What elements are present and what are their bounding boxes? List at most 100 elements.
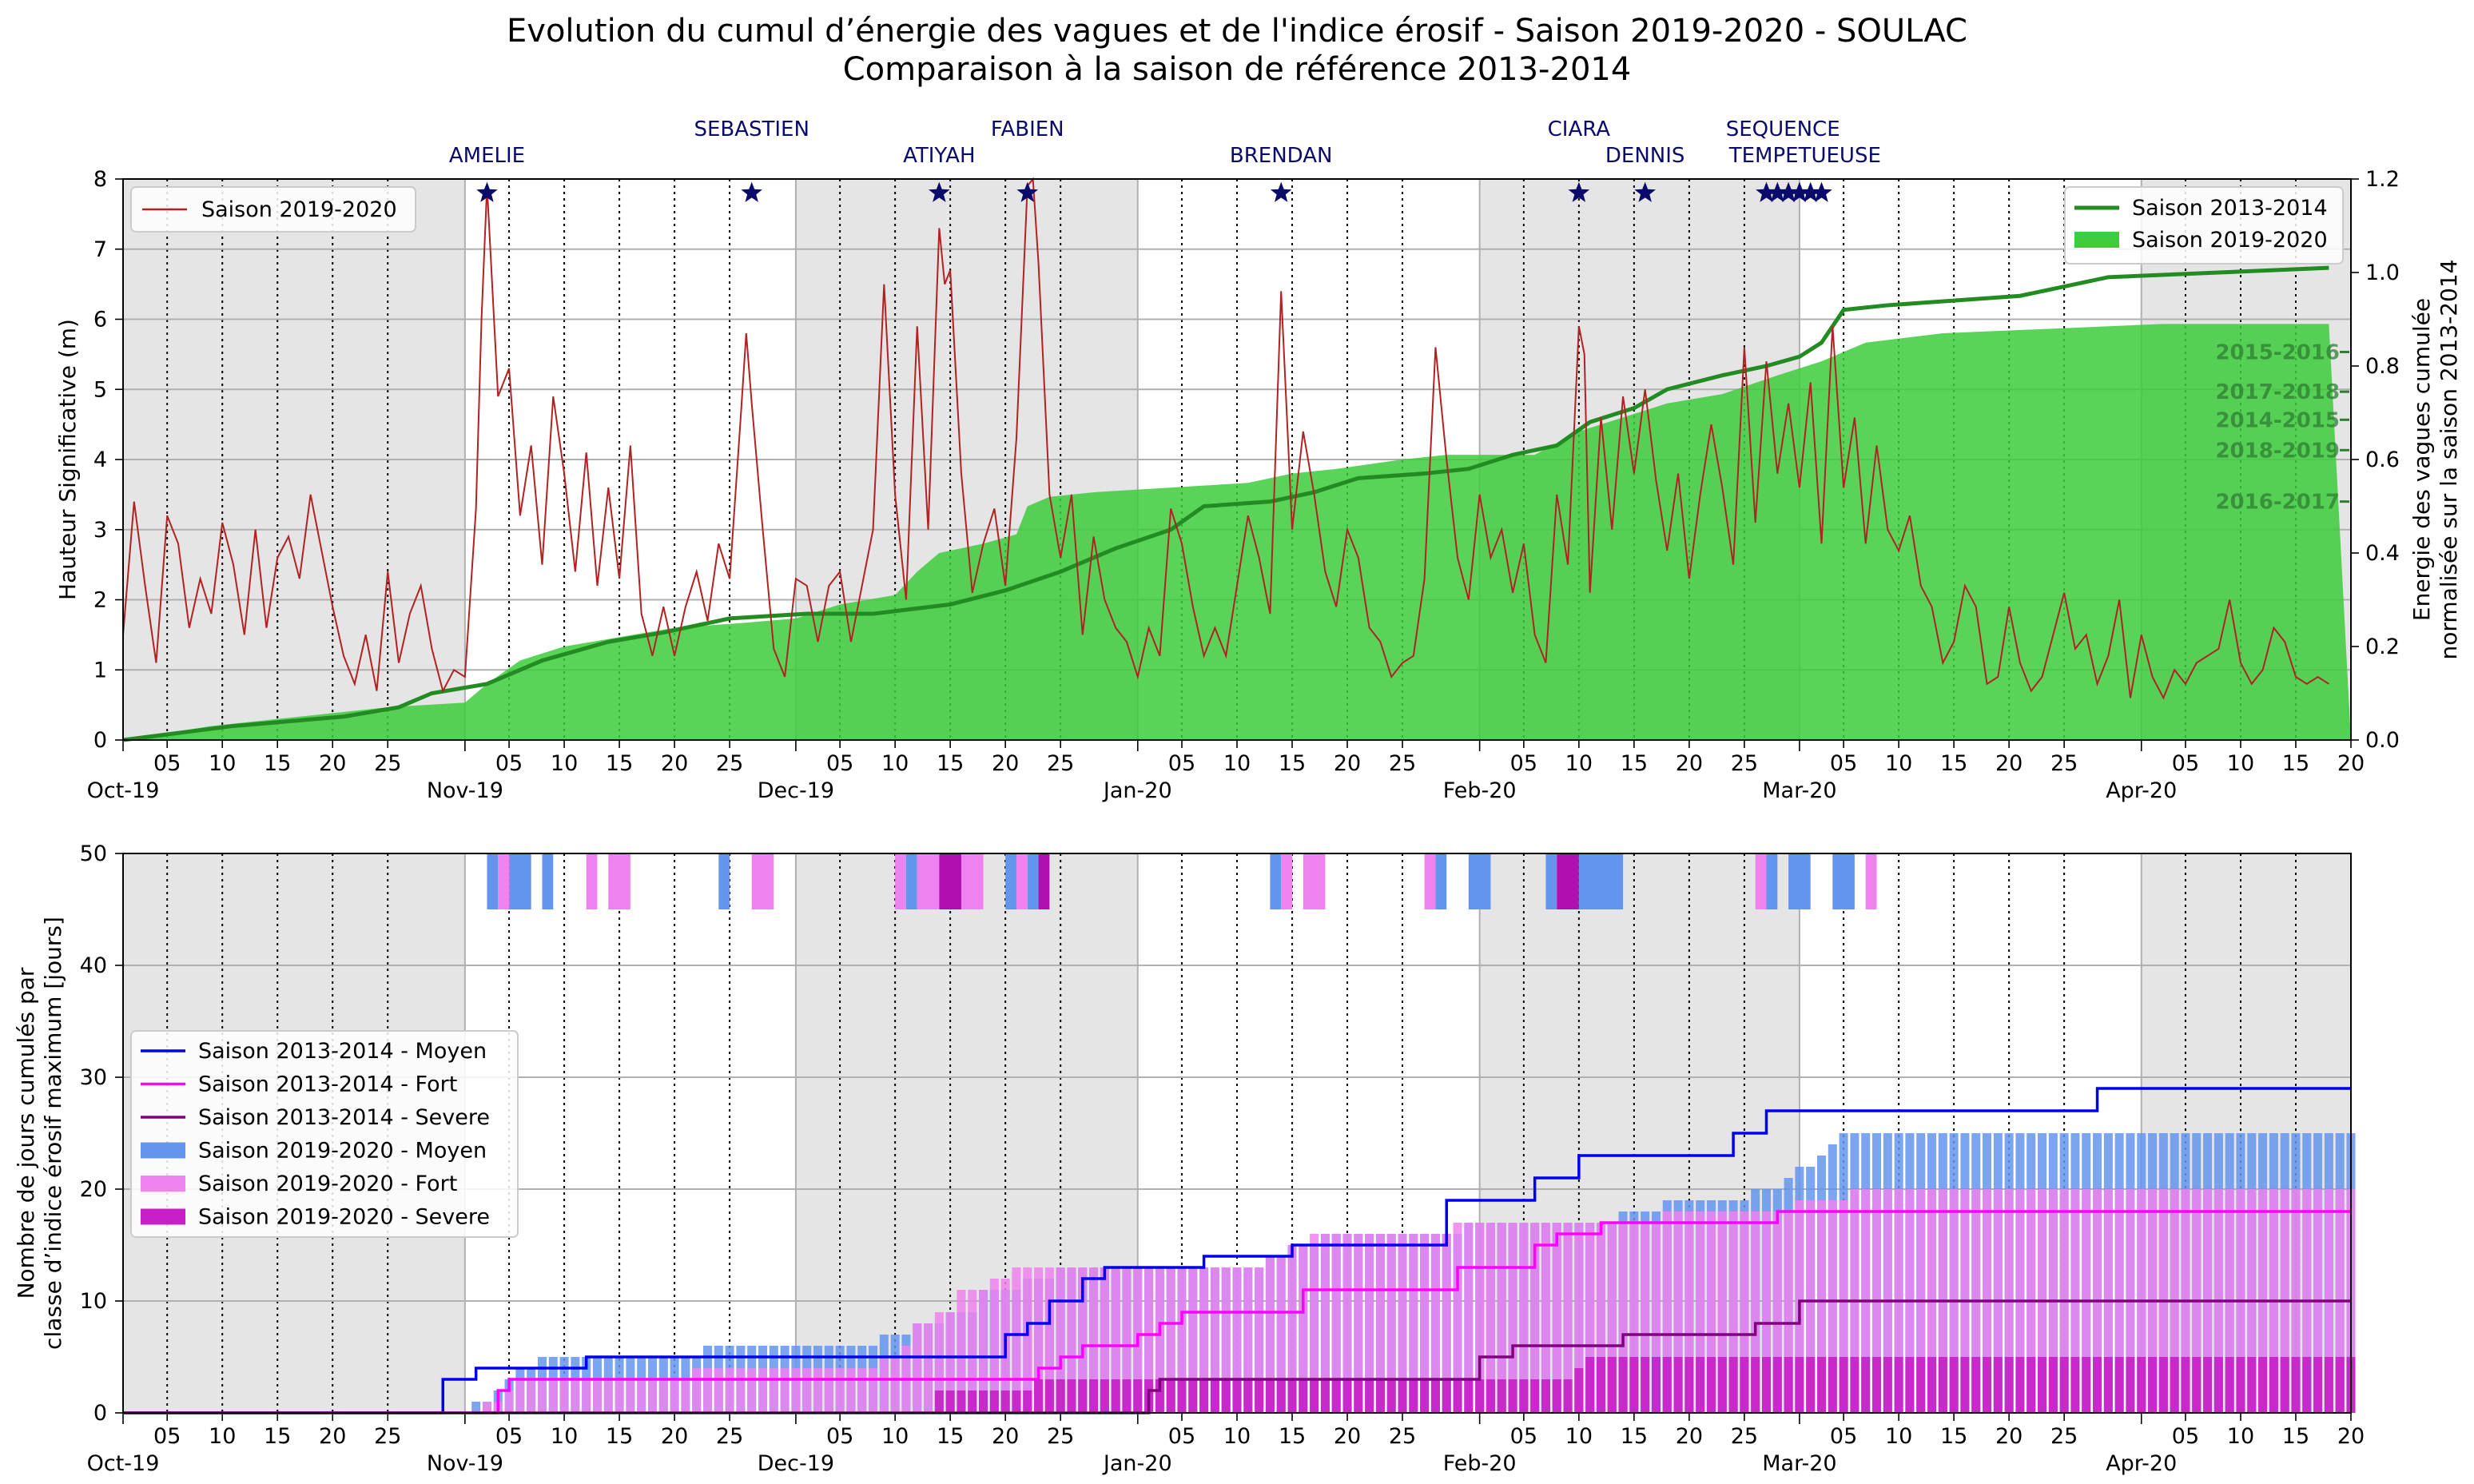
top-day-tick-label: 05 [495, 751, 523, 776]
bar-2019-severe [1243, 1379, 1253, 1413]
bar-2019-fort [1806, 1200, 1816, 1413]
top-month-label: Apr-20 [2106, 778, 2177, 803]
bar-2019-fort [1629, 1223, 1639, 1413]
bar-2019-severe [1497, 1379, 1506, 1413]
bar-2019-fort [1696, 1211, 1705, 1413]
bar-2019-fort [1519, 1223, 1529, 1413]
bar-2019-severe [2213, 1357, 2223, 1413]
bar-2019-severe [2126, 1357, 2135, 1413]
daily-erosive-index-block [509, 853, 531, 909]
bar-2019-severe [1916, 1357, 1926, 1413]
bar-2019-fort [1155, 1267, 1164, 1413]
bar-2019-severe [1420, 1379, 1430, 1413]
bar-2019-severe [1155, 1379, 1164, 1413]
storm-name-label: ATIYAH [903, 144, 976, 168]
storm-star [1016, 181, 1039, 202]
bar-2019-severe [2015, 1357, 2025, 1413]
bar-2019-fort [1552, 1223, 1561, 1413]
top-day-tick-label: 20 [661, 751, 688, 776]
bar-2019-severe [2269, 1357, 2278, 1413]
bar-2019-fort [1111, 1267, 1120, 1413]
bar-2019-fort [1728, 1211, 1738, 1413]
top-y2-tick-label: 0.0 [2365, 728, 2400, 753]
top-day-tick-label: 10 [1885, 751, 1912, 776]
legend-label: Saison 2013-2014 - Severe [198, 1105, 490, 1130]
top-month-label: Mar-20 [1762, 778, 1836, 803]
bar-2019-severe [1740, 1357, 1749, 1413]
reference-season-label: 2015-2016 [2215, 340, 2340, 364]
bar-2019-severe [1375, 1379, 1385, 1413]
bar-2019-severe [2313, 1357, 2323, 1413]
bar-2019-fort [1056, 1267, 1065, 1413]
bar-2019-fort [1684, 1211, 1694, 1413]
top-day-tick-label: 15 [606, 751, 633, 776]
bottom-day-tick-label: 25 [2050, 1424, 2078, 1449]
bar-2019-fort [681, 1379, 690, 1413]
storm-star [1777, 181, 1800, 202]
top-day-tick-label: 05 [2172, 751, 2199, 776]
bar-2019-fort [1012, 1267, 1021, 1413]
bar-2019-severe [1508, 1379, 1517, 1413]
bar-2019-severe [1342, 1379, 1352, 1413]
bar-2019-severe [1772, 1357, 1782, 1413]
top-day-tick-label: 25 [1389, 751, 1416, 776]
top-y-tick-label: 1 [93, 658, 107, 682]
bar-2019-severe [979, 1391, 988, 1413]
bottom-month-label: Oct-19 [87, 1451, 160, 1476]
daily-erosive-index-block [961, 853, 984, 909]
bar-2019-severe [1287, 1379, 1297, 1413]
bar-2019-fort [1078, 1267, 1088, 1413]
bar-2019-severe [2070, 1357, 2080, 1413]
bottom-y-tick-label: 40 [80, 953, 107, 978]
bar-2019-fort [714, 1368, 723, 1413]
bottom-y-tick-label: 30 [80, 1065, 107, 1090]
bar-2019-severe [1056, 1379, 1065, 1413]
bar-2019-fort [989, 1279, 999, 1413]
bar-2019-fort [1839, 1200, 1848, 1413]
bar-2019-fort [527, 1379, 536, 1413]
top-day-tick-label: 20 [1676, 751, 1703, 776]
bar-2019-fort [1310, 1234, 1319, 1413]
bar-2019-fort [1199, 1267, 1209, 1413]
bar-2019-severe [1177, 1379, 1187, 1413]
bar-2019-fort [1034, 1267, 1044, 1413]
reference-season-label: 2014-2015 [2215, 408, 2340, 432]
daily-erosive-index-block [905, 853, 917, 909]
bar-2019-severe [1000, 1391, 1010, 1413]
top-month-label: Nov-19 [427, 778, 503, 803]
bar-2019-severe [1067, 1379, 1076, 1413]
bar-2019-fort [571, 1379, 580, 1413]
bar-2019-fort [1221, 1267, 1231, 1413]
top-day-tick-label: 25 [2050, 751, 2078, 776]
bar-2019-fort [924, 1323, 933, 1413]
bar-2019-severe [1100, 1379, 1109, 1413]
bar-2019-severe [1993, 1357, 2003, 1413]
legend-box [130, 1030, 519, 1238]
daily-erosive-index-block [1578, 853, 1624, 909]
daily-erosive-index-block [1468, 853, 1491, 909]
top-month-label: Dec-19 [758, 778, 834, 803]
bar-2019-severe [2093, 1357, 2102, 1413]
bottom-day-tick-label: 05 [826, 1424, 853, 1449]
bar-2019-severe [1044, 1379, 1054, 1413]
bottom-day-tick-label: 20 [992, 1424, 1019, 1449]
bar-2019-severe [1519, 1379, 1529, 1413]
bar-2019-fort [1232, 1267, 1242, 1413]
legend-box [130, 186, 416, 233]
bar-2019-severe [1828, 1357, 1837, 1413]
bar-2019-severe [2324, 1357, 2333, 1413]
bar-2019-severe [2114, 1357, 2124, 1413]
top-y2-tick-label: 1.0 [2365, 261, 2400, 285]
top-y-tick-label: 3 [93, 518, 107, 543]
bar-2019-severe [1320, 1379, 1330, 1413]
chart-title-line2: Comparaison à la saison de référence 201… [843, 51, 1632, 88]
bottom-day-tick-label: 20 [319, 1424, 346, 1449]
bar-2019-severe [2335, 1357, 2345, 1413]
legend-label-2019: Saison 2019-2020 [2132, 228, 2328, 253]
storm-star [1634, 181, 1656, 202]
daily-erosive-index-block [939, 853, 961, 909]
top-day-tick-label: 25 [716, 751, 743, 776]
daily-erosive-index-block [1545, 853, 1557, 909]
